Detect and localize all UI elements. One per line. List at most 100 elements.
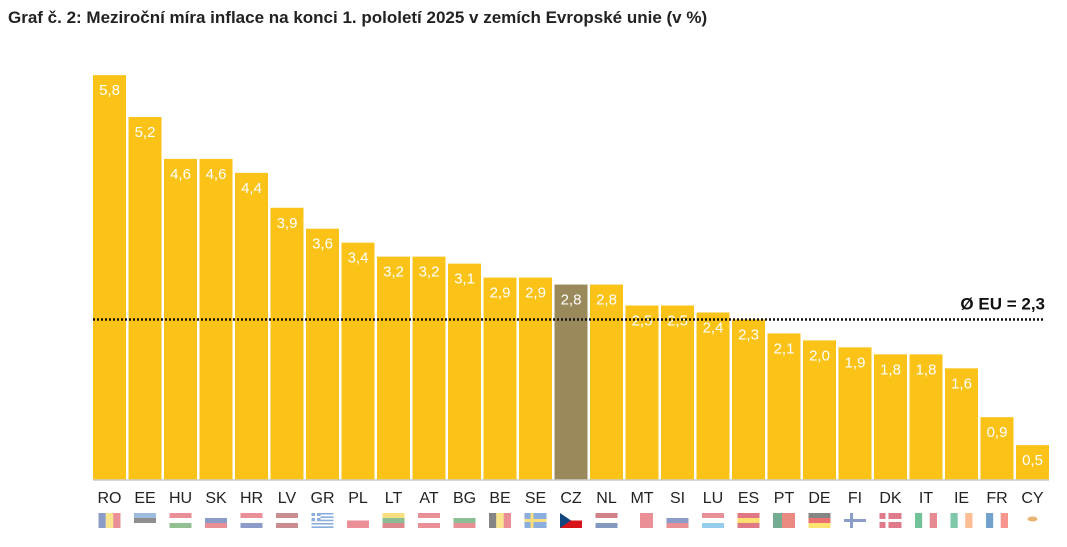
category-label: MT (630, 490, 653, 507)
category-label: SK (205, 490, 227, 507)
value-label: 0,9 (987, 424, 1008, 441)
flag-mt-icon (631, 513, 653, 528)
bar-pl (341, 242, 375, 480)
bar-be (483, 277, 517, 480)
category-label: HU (169, 490, 192, 507)
bar-hr (235, 172, 268, 480)
bar-gr (306, 228, 339, 480)
bar-fi (838, 347, 872, 480)
value-label: 2,0 (809, 347, 830, 364)
value-label: 2,5 (667, 313, 688, 330)
bar-lu (696, 312, 730, 480)
flag-lu-icon (702, 513, 724, 528)
value-label: 3,2 (383, 264, 404, 281)
category-label: ES (738, 490, 759, 507)
value-label: 5,2 (135, 124, 156, 141)
category-label: AT (419, 490, 438, 507)
value-label: 2,4 (703, 319, 724, 336)
category-label: PL (348, 490, 368, 507)
value-label: 2,9 (525, 285, 546, 302)
category-label: IT (919, 490, 933, 507)
flag-ee-icon (134, 513, 156, 528)
bar-nl (590, 284, 623, 480)
value-label: 3,9 (277, 215, 298, 232)
flag-pl-icon (347, 513, 369, 528)
flag-nl-icon (595, 513, 618, 528)
bar-sk (199, 158, 233, 481)
bar-es (732, 319, 765, 480)
flag-ro-icon (98, 513, 121, 528)
bar-lt (377, 256, 410, 480)
value-label: 2,3 (738, 326, 759, 343)
value-label: 4,6 (170, 166, 191, 183)
bar-lv (270, 207, 304, 480)
category-label: CY (1021, 490, 1044, 507)
bar-fr (980, 417, 1014, 480)
flag-lt-icon (382, 513, 405, 528)
flag-ie-icon (950, 513, 973, 528)
category-label: LT (385, 490, 403, 507)
value-label: 3,6 (312, 236, 333, 253)
flag-dk-icon (879, 513, 902, 528)
flag-lv-icon (276, 513, 298, 528)
category-label: SI (670, 490, 685, 507)
flag-de-icon (808, 513, 831, 528)
bar-de (803, 340, 836, 480)
bar-ro (93, 75, 126, 480)
flag-hr-icon (240, 513, 263, 528)
flag-be-icon (489, 513, 511, 528)
category-label: IE (954, 490, 969, 507)
flag-si-icon (666, 513, 689, 528)
value-label: 3,4 (348, 250, 369, 267)
value-label: 3,2 (419, 264, 440, 281)
category-label: DE (808, 490, 830, 507)
category-label: LU (703, 490, 723, 507)
flag-se-icon (524, 513, 547, 528)
category-label: CZ (560, 490, 582, 507)
value-label: 5,8 (99, 82, 120, 99)
flag-fi-icon (844, 513, 866, 528)
bar-mt (625, 305, 659, 480)
category-label: SE (525, 490, 546, 507)
flag-cy-icon (1021, 513, 1044, 528)
bar-bg (448, 263, 481, 480)
flag-gr-icon (311, 513, 334, 528)
flag-pt-icon (773, 513, 795, 528)
category-label: EE (134, 490, 155, 507)
category-label: BG (453, 490, 476, 507)
value-label: 1,8 (916, 361, 937, 378)
bar-hu (164, 158, 197, 481)
value-label: 1,9 (845, 354, 866, 371)
category-label: BE (489, 490, 510, 507)
bar-ee (128, 117, 162, 480)
category-label: GR (311, 490, 335, 507)
value-label: 0,5 (1022, 452, 1043, 469)
bar-se (519, 277, 552, 480)
category-label: PT (774, 490, 795, 507)
value-label: 3,1 (454, 271, 475, 288)
value-label: 1,6 (951, 375, 972, 392)
flag-bg-icon (453, 513, 476, 528)
bar-it (909, 354, 943, 480)
category-label: LV (278, 490, 297, 507)
value-label: 4,6 (206, 166, 227, 183)
value-label: 2,8 (596, 292, 617, 309)
eu-average-label: Ø EU = 2,3 (960, 294, 1045, 313)
flag-it-icon (915, 513, 937, 528)
category-label: NL (596, 490, 617, 507)
flag-fr-icon (986, 513, 1008, 528)
value-label: 4,4 (241, 180, 262, 197)
category-label: FR (986, 490, 1007, 507)
category-label: FI (848, 490, 862, 507)
value-label: 2,8 (561, 292, 582, 309)
category-label: HR (240, 490, 263, 507)
value-label: 2,5 (632, 313, 653, 330)
value-label: 2,9 (490, 285, 511, 302)
value-label: 1,8 (880, 361, 901, 378)
flag-at-icon (418, 513, 440, 528)
bar-pt (767, 333, 801, 480)
value-label: 2,1 (774, 340, 795, 357)
flag-es-icon (737, 513, 760, 528)
category-label: DK (879, 490, 902, 507)
